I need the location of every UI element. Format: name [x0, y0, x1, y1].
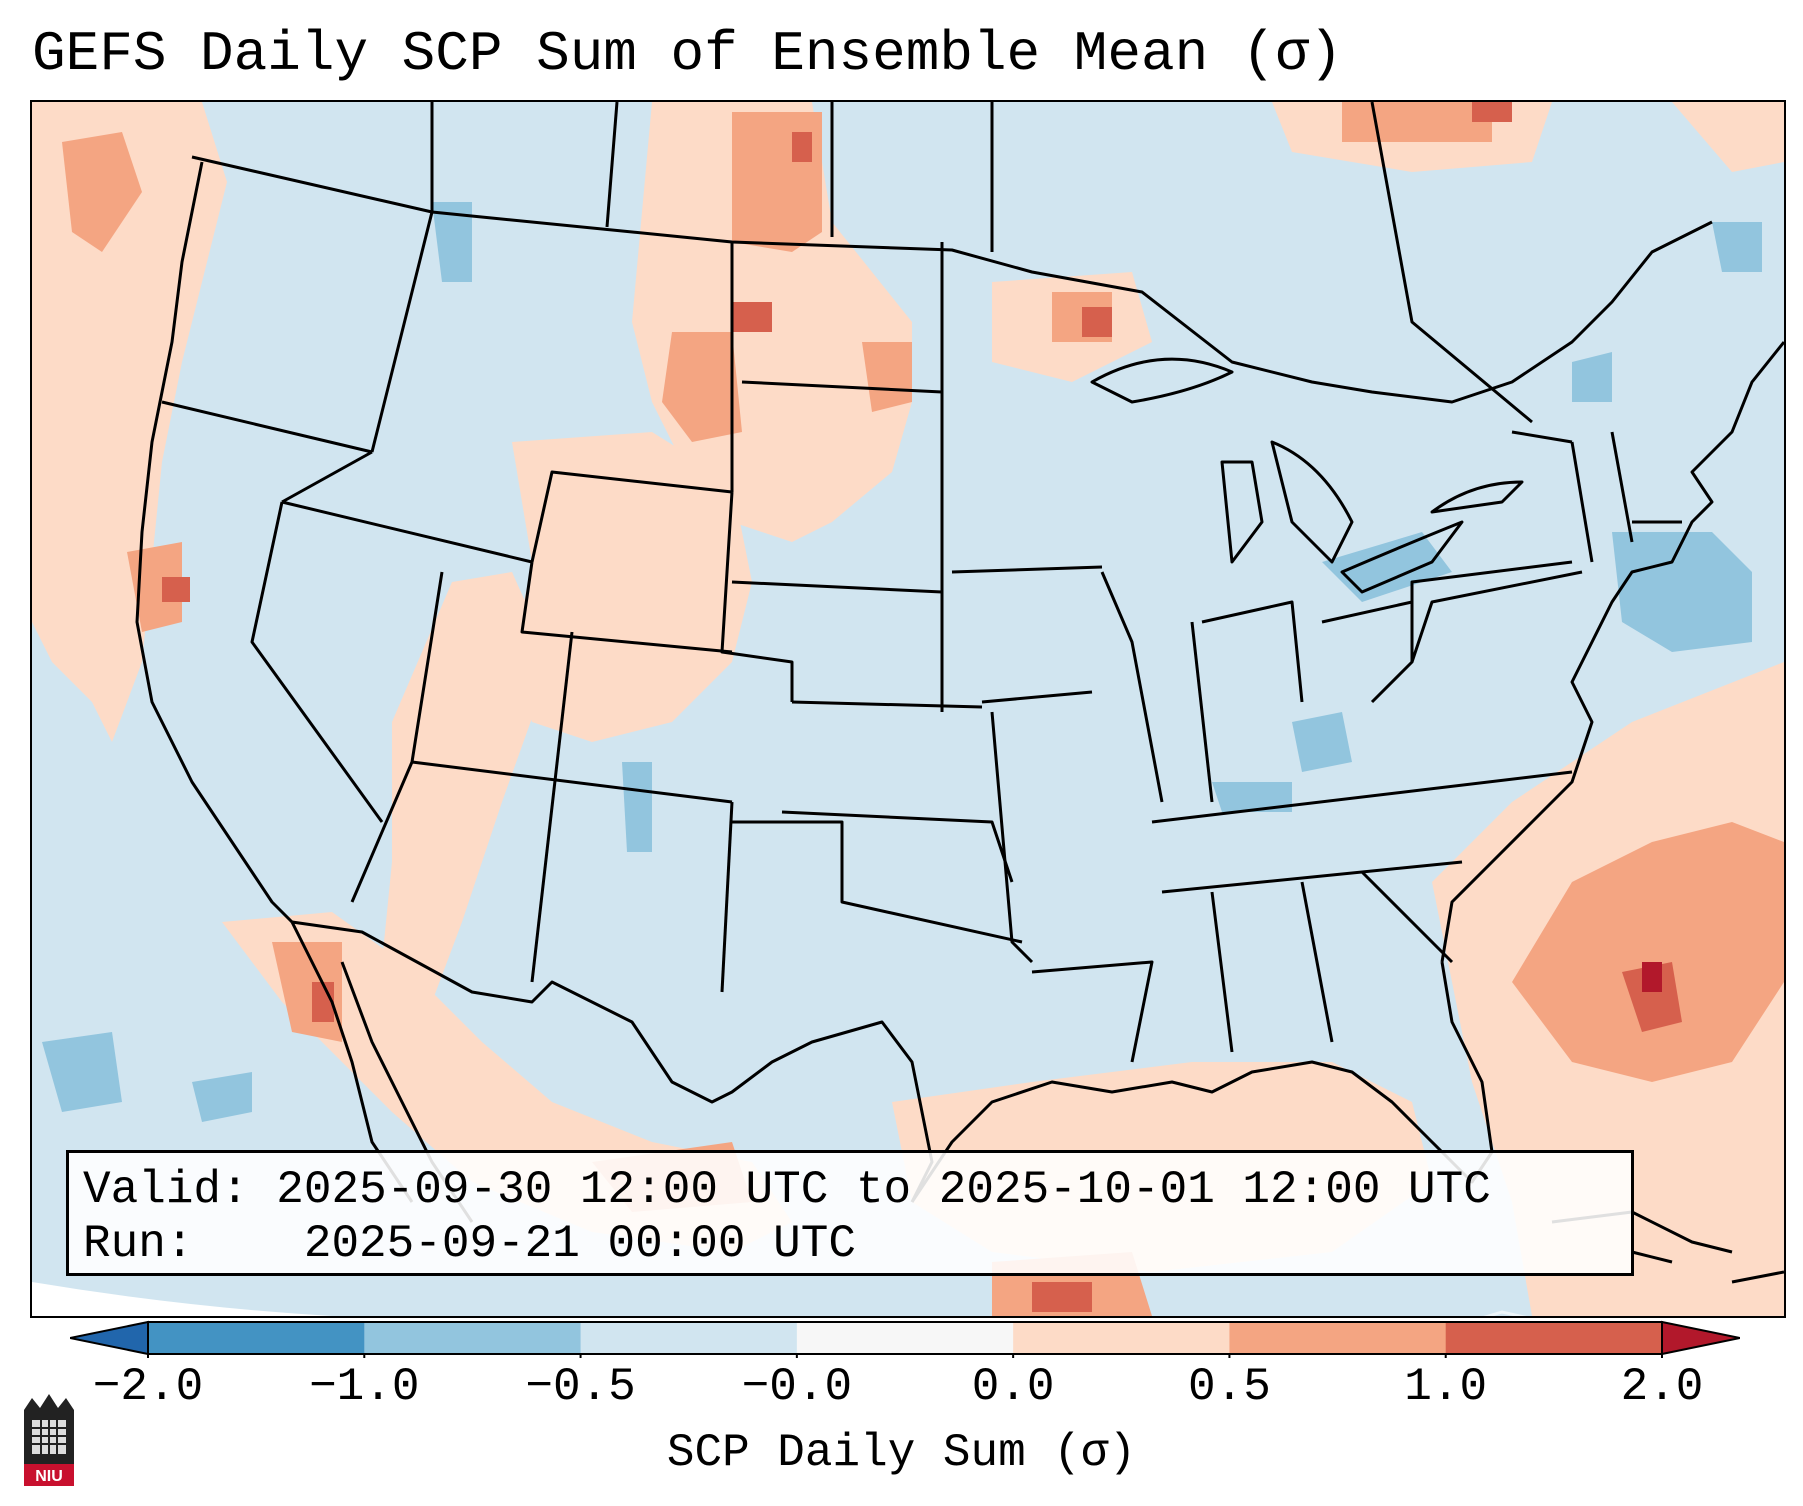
colorbar-over-arrow — [1661, 1320, 1740, 1356]
colorbar-tick-label: −2.0 — [92, 1361, 204, 1413]
colorbar-under-arrow — [70, 1320, 149, 1356]
valid-value: 2025-09-30 12:00 UTC to 2025-10-01 12:00… — [276, 1164, 1491, 1216]
valid-label: Valid: — [83, 1164, 249, 1216]
us-canada-border — [191, 155, 1713, 404]
colorbar-bin — [796, 1322, 1014, 1354]
political-boundaries — [135, 102, 1784, 1284]
colorbar-bin — [1013, 1322, 1230, 1354]
atlantic-coastline — [1440, 341, 1784, 963]
colorbar-tick-label: −0.5 — [525, 1361, 636, 1413]
colorbar-tick-label: 2.0 — [1620, 1361, 1704, 1413]
colorbar-tick-label: 1.0 — [1404, 1361, 1488, 1413]
map-panel — [30, 100, 1786, 1318]
colorbar-tick-label: 0.0 — [971, 1361, 1055, 1413]
colorbar-bin — [148, 1322, 365, 1354]
field-positive-rockies — [512, 432, 752, 742]
run-label: Run: — [83, 1218, 194, 1270]
niu-logo: NIU — [24, 1394, 74, 1486]
colorbar-bin — [364, 1322, 582, 1354]
colorbar-tick-label: −0.0 — [741, 1361, 853, 1413]
colorbar-ticks — [147, 1354, 1663, 1358]
colorbar-tick-label: 0.5 — [1188, 1361, 1271, 1413]
colorbar — [70, 1320, 1740, 1358]
colorbar-bin — [1229, 1322, 1447, 1354]
map-title: GEFS Daily SCP Sum of Ensemble Mean (σ) — [32, 22, 1343, 86]
logo-text: NIU — [35, 1468, 63, 1485]
us-mexico-border — [291, 920, 934, 1203]
colorbar-bin — [580, 1322, 798, 1354]
colorbar-bin — [1445, 1322, 1663, 1354]
great-lakes — [1090, 357, 1234, 404]
gulf-coastline — [910, 961, 1494, 1203]
run-value: 2025-09-21 00:00 UTC — [303, 1218, 856, 1270]
colorbar-label: SCP Daily Sum (σ) — [666, 1427, 1137, 1479]
scp-anomaly-field — [32, 102, 1784, 1316]
validity-info-box: Valid: 2025-09-30 12:00 UTC to 2025-10-0… — [66, 1150, 1634, 1276]
colorbar-bins — [148, 1322, 1663, 1354]
pacific-coastline — [135, 161, 294, 924]
projection-edge-left — [32, 1282, 332, 1316]
field-positive-pacific-west — [32, 102, 227, 742]
field-negative-new-england — [1612, 532, 1752, 652]
colorbar-tick-label: −1.0 — [309, 1361, 420, 1413]
